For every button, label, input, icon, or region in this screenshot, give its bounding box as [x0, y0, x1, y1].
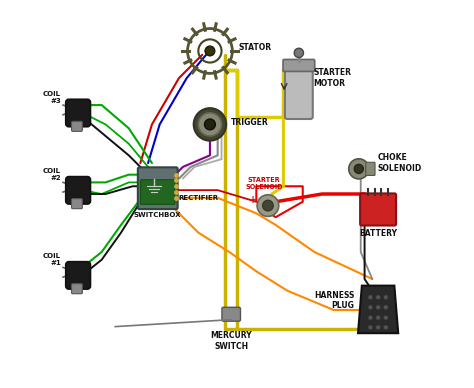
FancyBboxPatch shape	[72, 121, 82, 132]
FancyBboxPatch shape	[72, 284, 82, 294]
FancyBboxPatch shape	[222, 307, 240, 321]
Circle shape	[383, 305, 388, 310]
Text: RECTIFIER: RECTIFIER	[178, 195, 218, 201]
FancyBboxPatch shape	[366, 162, 375, 175]
Circle shape	[194, 108, 226, 140]
Circle shape	[257, 195, 279, 217]
Text: TRIGGER: TRIGGER	[231, 118, 269, 127]
Text: CHOKE
SOLENOID: CHOKE SOLENOID	[377, 153, 421, 173]
Circle shape	[383, 325, 388, 330]
FancyBboxPatch shape	[140, 180, 175, 204]
Text: STARTER
MOTOR: STARTER MOTOR	[313, 68, 352, 88]
FancyBboxPatch shape	[66, 177, 91, 204]
Circle shape	[205, 46, 215, 55]
Text: STATOR: STATOR	[239, 43, 272, 52]
Circle shape	[383, 295, 388, 300]
Circle shape	[368, 315, 373, 320]
Circle shape	[376, 315, 381, 320]
Circle shape	[368, 305, 373, 310]
Text: STARTER
SOLENOID: STARTER SOLENOID	[246, 177, 283, 190]
Circle shape	[368, 325, 373, 330]
Text: HARNESS
PLUG: HARNESS PLUG	[314, 291, 354, 310]
Circle shape	[349, 159, 369, 179]
FancyBboxPatch shape	[285, 64, 313, 119]
Polygon shape	[358, 286, 398, 333]
FancyBboxPatch shape	[66, 262, 91, 289]
FancyBboxPatch shape	[360, 194, 396, 225]
Circle shape	[198, 113, 221, 136]
Circle shape	[294, 48, 303, 57]
Circle shape	[383, 315, 388, 320]
FancyBboxPatch shape	[138, 167, 178, 209]
Circle shape	[376, 325, 381, 330]
Text: BATTERY: BATTERY	[359, 229, 397, 237]
FancyBboxPatch shape	[283, 59, 315, 71]
Circle shape	[354, 164, 364, 173]
FancyBboxPatch shape	[72, 199, 82, 209]
Circle shape	[376, 295, 381, 300]
Text: COIL
#1: COIL #1	[43, 253, 61, 266]
Circle shape	[204, 119, 215, 130]
Text: COIL
#2: COIL #2	[43, 168, 61, 181]
Circle shape	[376, 305, 381, 310]
Text: MERCURY
SWITCH: MERCURY SWITCH	[210, 331, 252, 351]
FancyBboxPatch shape	[66, 99, 91, 127]
Text: +: +	[249, 194, 257, 204]
Text: SWITCHBOX: SWITCHBOX	[134, 212, 182, 218]
Circle shape	[368, 295, 373, 300]
Text: COIL
#3: COIL #3	[43, 91, 61, 104]
Circle shape	[263, 200, 273, 211]
